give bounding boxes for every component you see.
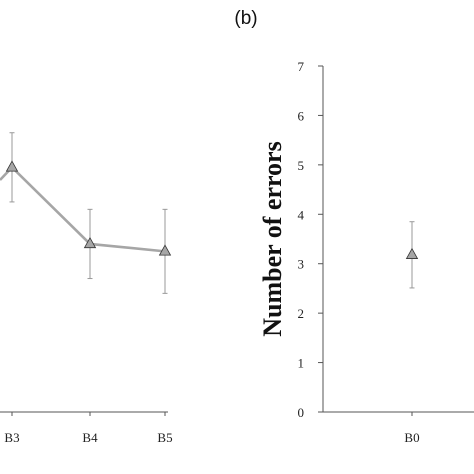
panel-b: (b) Number of errors 0 1 2 3 4 5 6 7 B0 bbox=[234, 8, 474, 445]
panel-b-y-tick-label: 1 bbox=[298, 356, 305, 371]
panel-a-series-line bbox=[0, 165, 166, 253]
panel-a-x-tick-label: B4 bbox=[82, 430, 98, 445]
panel-a-x-ticks: B3 B4 B5 bbox=[4, 412, 173, 445]
panel-b-y-tick-label: 5 bbox=[298, 158, 305, 173]
panel-b-y-ticks: 0 1 2 3 4 5 6 7 bbox=[298, 59, 323, 420]
panel-b-y-axis-label: Number of errors bbox=[258, 141, 287, 336]
panel-b-y-tick-label: 4 bbox=[298, 207, 305, 222]
panel-b-y-tick-label: 2 bbox=[298, 306, 305, 321]
panel-a-markers bbox=[5, 160, 172, 256]
panel-a: B3 B4 B5 bbox=[0, 132, 173, 445]
panel-a-x-tick-label: B5 bbox=[157, 430, 172, 445]
panel-a-error-bars bbox=[9, 132, 168, 294]
panel-a-marker bbox=[83, 236, 97, 249]
panel-b-label: (b) bbox=[234, 8, 257, 29]
panel-b-marker bbox=[405, 247, 419, 259]
panel-b-y-tick-label: 7 bbox=[298, 59, 305, 74]
panel-b-x-ticks: B0 bbox=[404, 412, 420, 445]
panel-a-x-tick-label: B3 bbox=[4, 430, 19, 445]
panel-a-marker bbox=[158, 244, 172, 256]
panel-a-marker bbox=[5, 160, 19, 172]
panel-b-x-tick-label: B0 bbox=[404, 430, 419, 445]
panel-b-markers bbox=[405, 247, 419, 259]
panel-b-y-tick-label: 6 bbox=[298, 108, 305, 123]
panel-b-y-tick-label: 0 bbox=[298, 405, 305, 420]
panel-b-y-tick-label: 3 bbox=[298, 257, 305, 272]
